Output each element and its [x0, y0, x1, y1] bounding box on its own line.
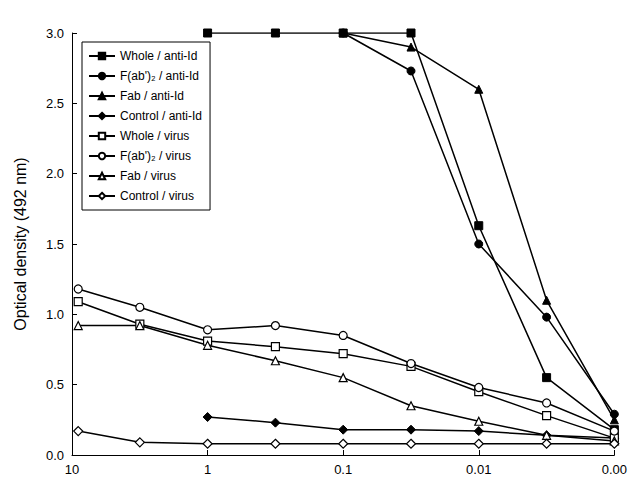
- svg-text:Whole / anti-Id: Whole / anti-Id: [120, 49, 197, 63]
- svg-text:0.1: 0.1: [334, 462, 352, 477]
- svg-text:Optical density (492 nm): Optical density (492 nm): [12, 157, 29, 330]
- svg-text:1: 1: [204, 462, 211, 477]
- svg-text:F(ab')₂ / virus: F(ab')₂ / virus: [120, 149, 191, 163]
- svg-text:Fab / anti-Id: Fab / anti-Id: [120, 89, 184, 103]
- svg-text:3.0: 3.0: [46, 26, 64, 41]
- svg-text:1.5: 1.5: [46, 237, 64, 252]
- svg-text:Control / anti-Id: Control / anti-Id: [120, 109, 202, 123]
- svg-text:Whole / virus: Whole / virus: [120, 129, 189, 143]
- svg-text:10: 10: [65, 462, 79, 477]
- svg-text:Fab / virus: Fab / virus: [120, 169, 176, 183]
- svg-text:0.0: 0.0: [46, 448, 64, 463]
- svg-text:0.01: 0.01: [466, 462, 491, 477]
- svg-text:F(ab')₂ / anti-Id: F(ab')₂ / anti-Id: [120, 69, 199, 83]
- svg-text:2.0: 2.0: [46, 166, 64, 181]
- svg-text:0.00: 0.00: [602, 462, 627, 477]
- svg-text:2.5: 2.5: [46, 96, 64, 111]
- svg-text:0.5: 0.5: [46, 377, 64, 392]
- svg-text:1.0: 1.0: [46, 307, 64, 322]
- svg-text:Control / virus: Control / virus: [120, 189, 194, 203]
